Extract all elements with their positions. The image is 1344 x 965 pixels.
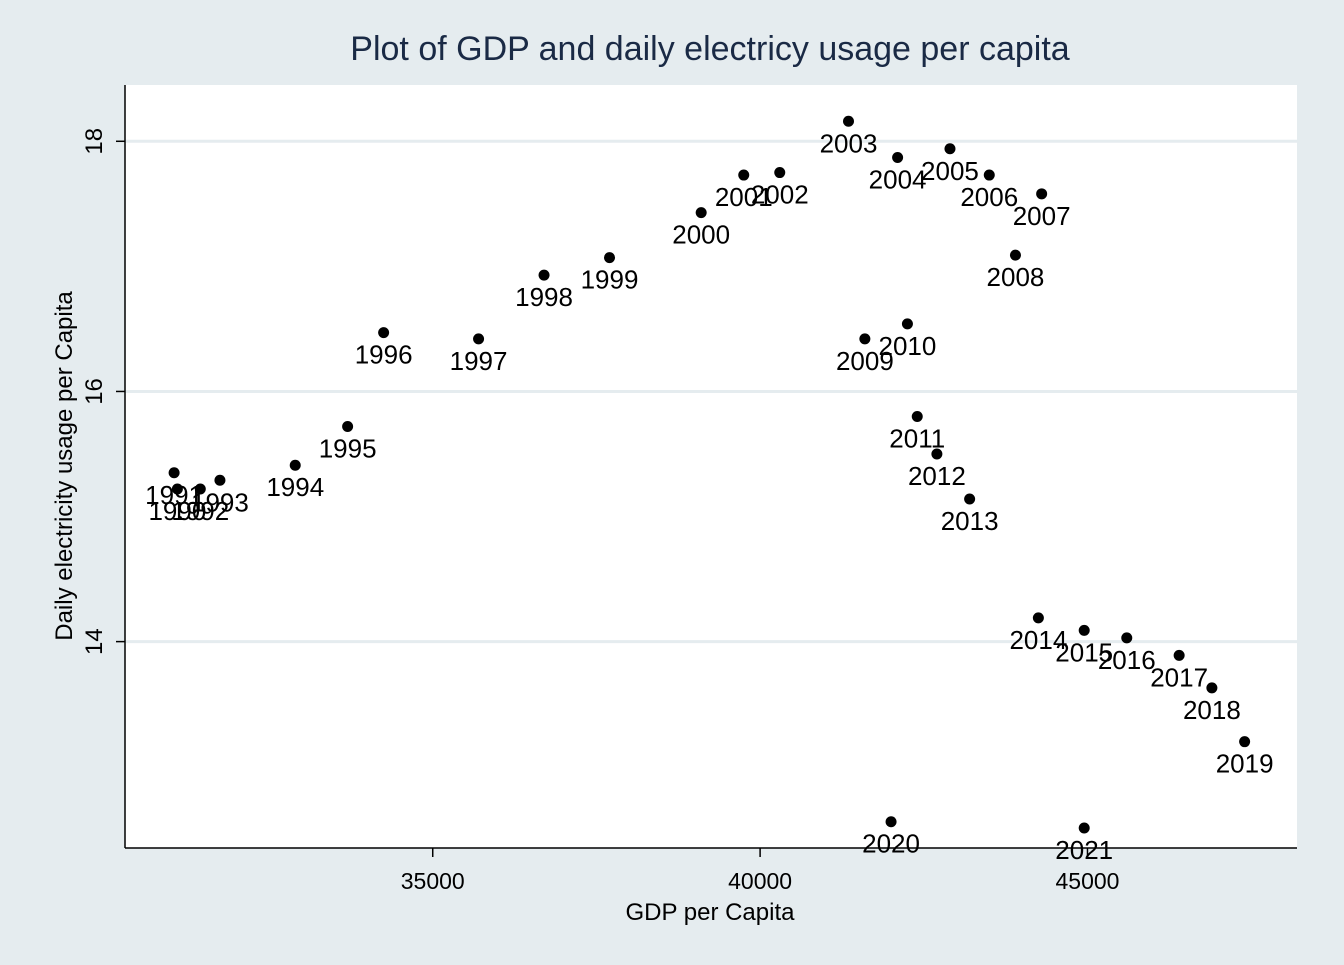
data-point bbox=[378, 327, 390, 339]
data-point bbox=[1173, 649, 1185, 661]
data-point-label: 1998 bbox=[515, 282, 573, 312]
data-point-label: 1994 bbox=[266, 472, 324, 502]
x-tick-label: 35000 bbox=[401, 868, 465, 894]
data-point bbox=[168, 467, 180, 479]
data-point bbox=[931, 448, 943, 460]
data-point bbox=[1036, 188, 1048, 200]
data-point-label: 1992 bbox=[171, 496, 229, 526]
data-point-label: 2016 bbox=[1098, 645, 1156, 675]
data-point-label: 1997 bbox=[450, 346, 508, 376]
data-point bbox=[214, 474, 226, 486]
data-point bbox=[538, 269, 550, 281]
gridlines bbox=[125, 139, 1297, 644]
data-point bbox=[194, 483, 206, 495]
data-point bbox=[911, 410, 923, 422]
data-point-label: 2012 bbox=[908, 461, 966, 491]
data-point bbox=[473, 333, 485, 345]
chart-title: Plot of GDP and daily electricy usage pe… bbox=[350, 30, 1070, 68]
data-point bbox=[1206, 682, 1218, 694]
data-point bbox=[842, 115, 854, 127]
data-point-label: 2020 bbox=[862, 829, 920, 859]
data-point-label: 2013 bbox=[941, 506, 999, 536]
data-point bbox=[289, 459, 301, 471]
data-point bbox=[901, 318, 913, 330]
data-point-label: 2015 bbox=[1055, 637, 1113, 667]
x-axis-title: GDP per Capita bbox=[626, 899, 796, 926]
data-point bbox=[1032, 612, 1044, 624]
data-point bbox=[604, 252, 616, 264]
data-point bbox=[1121, 632, 1133, 644]
data-point bbox=[1078, 624, 1090, 636]
data-point bbox=[774, 167, 786, 179]
y-tick-label: 16 bbox=[81, 378, 108, 405]
data-point-label: 2018 bbox=[1183, 695, 1241, 725]
data-point-label: 2021 bbox=[1055, 835, 1113, 865]
x-tick-label: 40000 bbox=[728, 868, 792, 894]
data-point-label: 2008 bbox=[987, 262, 1045, 292]
data-point-label: 1999 bbox=[581, 265, 639, 295]
data-point-label: 1993 bbox=[191, 487, 249, 517]
data-point bbox=[859, 333, 871, 345]
data-point-label: 2017 bbox=[1150, 662, 1208, 692]
data-point bbox=[1239, 736, 1251, 748]
data-point-label: 2002 bbox=[751, 180, 809, 210]
data-point-label: 2014 bbox=[1009, 625, 1067, 655]
ticks: 14 16 18 35000 40000 45000 bbox=[81, 128, 1119, 894]
data-point bbox=[885, 816, 897, 828]
plot-area bbox=[125, 85, 1297, 848]
data-points bbox=[168, 115, 1251, 834]
data-point bbox=[944, 143, 956, 155]
x-tick-label: 45000 bbox=[1055, 868, 1119, 894]
data-point-label: 2009 bbox=[836, 346, 894, 376]
data-point bbox=[1078, 822, 1090, 834]
data-point bbox=[342, 420, 354, 432]
data-point bbox=[983, 169, 995, 181]
data-point bbox=[892, 152, 904, 164]
data-point-label: 1996 bbox=[355, 340, 413, 370]
data-point-label: 2006 bbox=[960, 182, 1018, 212]
data-point-label: 2004 bbox=[869, 165, 927, 195]
y-axis-title: Daily electricity usage per Capita bbox=[51, 291, 78, 641]
data-point-label: 2011 bbox=[889, 423, 945, 453]
y-tick-label: 14 bbox=[81, 628, 108, 655]
data-point-label: 2005 bbox=[921, 156, 979, 186]
data-point bbox=[171, 483, 183, 495]
y-tick-label: 18 bbox=[81, 128, 108, 155]
data-point-label: 2000 bbox=[672, 220, 730, 250]
data-point-label: 1991 bbox=[145, 480, 203, 510]
data-point-label: 2007 bbox=[1013, 201, 1071, 231]
data-point-label: 2003 bbox=[820, 128, 878, 158]
data-point-label: 1990 bbox=[148, 496, 206, 526]
data-point bbox=[964, 493, 976, 505]
data-point bbox=[1009, 249, 1021, 261]
axes bbox=[124, 85, 1297, 849]
data-point-label: 2010 bbox=[879, 331, 937, 361]
data-point-label: 2001 bbox=[715, 182, 773, 212]
data-point bbox=[738, 169, 750, 181]
data-point-label: 1995 bbox=[319, 433, 377, 463]
data-point-label: 2019 bbox=[1216, 749, 1274, 779]
data-point bbox=[695, 207, 707, 219]
